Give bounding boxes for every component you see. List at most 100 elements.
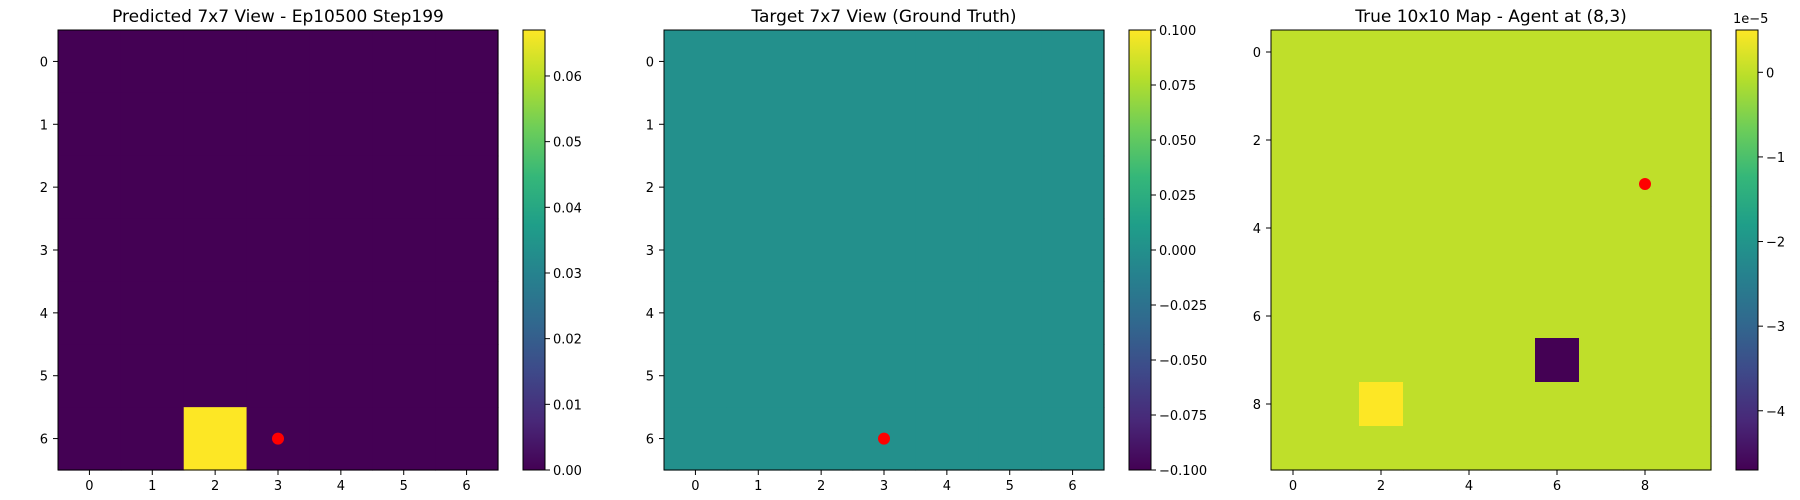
heatmap-cell: [1403, 338, 1448, 383]
heatmap-cell: [1359, 294, 1404, 339]
heatmap-cell: [1403, 294, 1448, 339]
heatmap-cell: [789, 92, 854, 157]
heatmap-cell: [1623, 294, 1668, 339]
heatmap-cell: [1623, 206, 1668, 251]
colorbar-tick-label: 0.05: [553, 136, 582, 151]
heatmap-cell: [1271, 74, 1316, 119]
heatmap-cell: [789, 281, 854, 345]
heatmap-cell: [1667, 426, 1712, 471]
heatmap-cell: [1447, 426, 1492, 471]
chart-title: Target 7x7 View (Ground Truth): [750, 7, 1016, 27]
heatmap-cell: [1623, 382, 1668, 427]
heatmap-cell: [1271, 118, 1316, 163]
heatmap-cell: [1535, 118, 1580, 163]
heatmap-cell: [1271, 206, 1316, 251]
heatmap-cell: [1535, 74, 1580, 119]
heatmap-cell: [435, 407, 499, 471]
heatmap-cell: [1623, 118, 1668, 163]
colorbar-tick-label: −0.100: [1159, 464, 1207, 479]
heatmap-cell: [1315, 206, 1360, 251]
x-tick-label: 0: [85, 479, 93, 494]
heatmap-cell: [58, 281, 122, 345]
heatmap-cell: [1623, 338, 1668, 383]
heatmap-cell: [852, 281, 917, 345]
colorbar: [522, 29, 546, 471]
x-tick-label: 0: [691, 479, 699, 494]
heatmap-cell: [435, 155, 499, 220]
y-tick-label: 0: [40, 55, 48, 70]
heatmap-cell: [1359, 206, 1404, 251]
heatmap-cell: [58, 344, 122, 408]
heatmap-cell: [1623, 250, 1668, 295]
x-tick-label: 2: [211, 479, 219, 494]
heatmap-cell: [1359, 250, 1404, 295]
heatmap-cell: [1315, 250, 1360, 295]
heatmap-cell: [789, 344, 854, 408]
heatmap-cell: [726, 30, 791, 94]
colorbar-tick-label: 0.050: [1159, 134, 1196, 149]
x-tick-label: 6: [1553, 479, 1561, 494]
heatmap-cell: [915, 92, 979, 157]
colorbar-tick-label: −2: [1766, 236, 1785, 251]
heatmap-cell: [1447, 162, 1492, 207]
heatmap-cell: [1491, 118, 1536, 163]
heatmap-cell: [664, 218, 728, 283]
heatmap-cell: [372, 155, 436, 220]
heatmap-cell: [664, 92, 728, 157]
y-tick-label: 6: [1253, 310, 1261, 325]
heatmap-cell: [852, 30, 917, 94]
colorbar-tick-label: 0.01: [553, 398, 582, 413]
heatmap-cell: [1271, 426, 1316, 471]
heatmap-cell: [1623, 426, 1668, 471]
colorbar-tick-label: 0.06: [553, 70, 582, 85]
heatmap-cell: [1359, 74, 1404, 119]
heatmap-cell: [372, 218, 436, 283]
heatmap-cell: [1447, 338, 1492, 383]
colorbar-tick-label: −0.075: [1159, 409, 1207, 424]
heatmap-cell: [183, 30, 248, 94]
colorbar: [1128, 29, 1152, 471]
agent-marker: [878, 432, 890, 445]
heatmap-cell: [183, 407, 248, 471]
heatmap-cell: [1403, 74, 1448, 119]
heatmap-cell: [1271, 294, 1316, 339]
heatmap-cell: [789, 155, 854, 220]
heatmap-cell: [978, 218, 1042, 283]
heatmap-cell: [1623, 30, 1668, 75]
colorbar-tick-label: 0.075: [1159, 79, 1196, 94]
heatmap-cell: [1315, 30, 1360, 75]
heatmap-cell: [1491, 30, 1536, 75]
heatmap-cell: [58, 92, 122, 157]
heatmap-cell: [1579, 206, 1624, 251]
heatmap-cell: [1271, 162, 1316, 207]
x-tick-label: 2: [1377, 479, 1385, 494]
x-tick-label: 5: [400, 479, 408, 494]
heatmap-cell: [309, 155, 373, 220]
heatmap-cell: [915, 218, 979, 283]
x-tick-label: 5: [1006, 479, 1014, 494]
colorbar-tick-label: 0: [1766, 66, 1774, 81]
heatmap-cell: [1667, 30, 1712, 75]
heatmap-cell: [246, 281, 311, 345]
heatmap-cell: [1447, 118, 1492, 163]
heatmap-cell: [852, 344, 917, 408]
heatmap-cell: [1491, 250, 1536, 295]
heatmap-cell: [852, 218, 917, 283]
heatmap-cell: [1447, 250, 1492, 295]
heatmap-cell: [915, 281, 979, 345]
heatmap-cell: [120, 218, 185, 283]
heatmap-cell: [1403, 162, 1448, 207]
colorbar-offset-label: 1e−5: [1733, 12, 1768, 27]
heatmap-cell: [435, 281, 499, 345]
heatmap-cell: [120, 155, 185, 220]
heatmap-cell: [1667, 74, 1712, 119]
heatmap-cell: [120, 92, 185, 157]
heatmap-cell: [1315, 338, 1360, 383]
heatmap-cell: [915, 407, 979, 471]
heatmap-cell: [1315, 294, 1360, 339]
y-tick-label: 4: [1253, 222, 1261, 237]
heatmap-cell: [246, 92, 311, 157]
heatmap-cell: [1667, 250, 1712, 295]
heatmap-cell: [1535, 30, 1580, 75]
